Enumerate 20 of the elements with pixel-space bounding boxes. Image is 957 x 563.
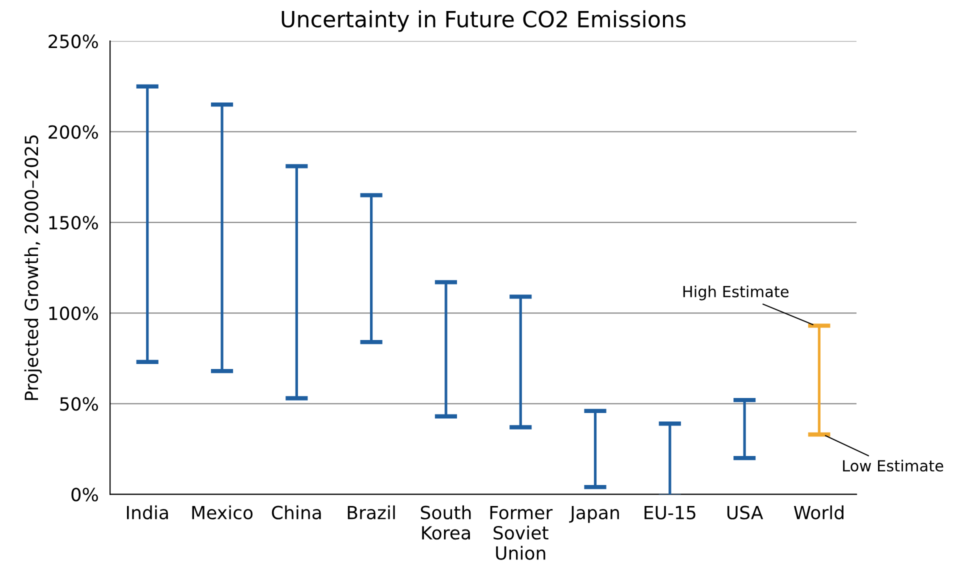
annotation: Low Estimate xyxy=(843,460,944,472)
y-tick-label: 50% xyxy=(60,397,98,411)
x-tick-label: USA xyxy=(727,506,764,520)
x-tick-label: South Korea xyxy=(420,505,471,540)
x-tick-label: Former Soviet Union xyxy=(490,506,553,560)
y-tick-label: 0% xyxy=(71,488,98,502)
chart-title: Uncertainty in Future CO2 Emissions xyxy=(282,10,686,32)
x-tick-label: China xyxy=(272,505,321,520)
y-tick-label: 200% xyxy=(48,125,98,139)
y-tick-label: 250% xyxy=(48,34,98,48)
x-tick-label: World xyxy=(794,505,844,520)
annotation: High Estimate xyxy=(683,286,789,300)
y-tick-label: 100% xyxy=(49,306,98,320)
y-axis-title: Projected Growth, 2000–2025 xyxy=(24,135,42,400)
y-tick-label: 150% xyxy=(49,216,98,230)
x-tick-label: Mexico xyxy=(192,505,253,520)
x-tick-label: Brazil xyxy=(348,505,395,520)
x-tick-label: Japan xyxy=(569,506,619,523)
x-tick-label: EU-15 xyxy=(644,506,696,520)
x-tick-label: India xyxy=(126,505,168,520)
